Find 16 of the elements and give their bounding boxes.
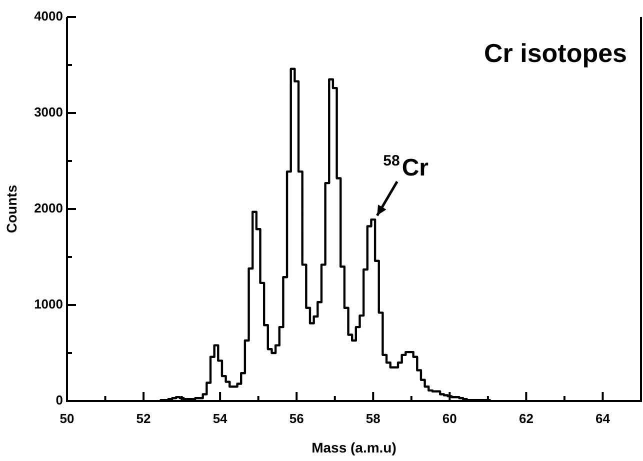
x-tick-label: 58 <box>366 411 380 426</box>
y-tick-label: 1000 <box>34 296 63 312</box>
x-tick-label: 52 <box>136 411 151 426</box>
y-tick-label: 2000 <box>34 200 63 216</box>
y-axis-title: Counts <box>3 184 20 234</box>
x-tick-label: 60 <box>442 411 457 426</box>
x-tick-label: 50 <box>60 411 74 426</box>
y-tick-label: 4000 <box>34 8 63 24</box>
x-tick-label: 62 <box>518 411 534 426</box>
x-tick-label: 54 <box>212 411 228 426</box>
y-tick-label: 0 <box>56 392 63 408</box>
annotation: Cr isotopes <box>484 38 628 68</box>
x-axis-title: Mass (a.m.u) <box>312 439 396 456</box>
y-tick-label: 3000 <box>34 104 63 120</box>
x-tick-label: 56 <box>289 411 304 426</box>
x-tick-label: 64 <box>596 411 611 426</box>
